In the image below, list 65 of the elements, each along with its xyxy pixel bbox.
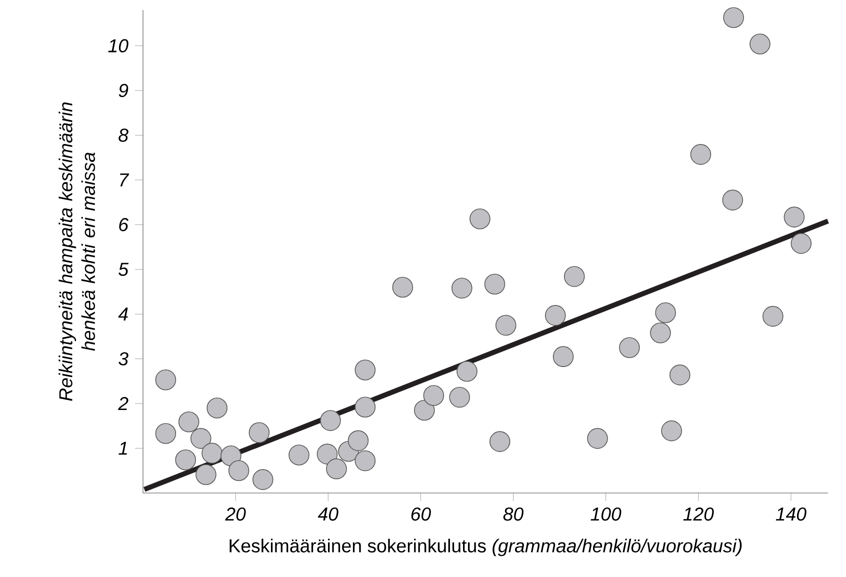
point <box>484 274 506 295</box>
point <box>790 233 812 254</box>
point <box>762 306 784 327</box>
point <box>348 430 369 452</box>
point <box>723 7 744 28</box>
y-tick-label: 9 <box>118 84 128 98</box>
y-tick-label: 1 <box>118 442 127 455</box>
point <box>206 398 228 418</box>
x-tick-label: 100 <box>590 507 622 521</box>
point <box>320 410 341 431</box>
point <box>650 322 671 344</box>
point <box>655 302 676 324</box>
x-tick-label: 20 <box>225 507 246 521</box>
y-tick-label: 3 <box>118 352 128 366</box>
y-tick-label: 2 <box>118 397 128 410</box>
x-tick-label: 120 <box>683 507 714 521</box>
point <box>252 469 274 490</box>
point <box>155 369 176 390</box>
point <box>354 360 376 380</box>
point <box>220 445 242 466</box>
point <box>248 422 270 444</box>
point <box>456 360 478 382</box>
point <box>288 444 310 466</box>
point <box>470 208 490 230</box>
point <box>175 449 196 470</box>
point <box>587 428 608 449</box>
point <box>690 144 712 165</box>
x-tick-label: 60 <box>411 507 431 521</box>
point <box>449 386 470 408</box>
point <box>326 458 347 480</box>
point <box>354 450 376 472</box>
y-tick-label: 4 <box>118 308 128 321</box>
point <box>228 460 250 482</box>
point <box>178 411 200 432</box>
y-tick-label: 8 <box>118 128 128 142</box>
x-tick-label: 140 <box>776 507 806 521</box>
point <box>495 314 516 336</box>
point <box>354 396 376 418</box>
point <box>451 278 472 299</box>
x-tick-label: 40 <box>318 507 338 521</box>
point <box>619 337 640 358</box>
y-tick-label: 7 <box>120 174 130 186</box>
y-tick-label: 10 <box>108 39 128 52</box>
point <box>552 346 574 367</box>
x-axis-title: Keskimääräinen sokerinkulutus (grammaa/henkilö/vuorokausi) <box>230 538 742 556</box>
point <box>784 206 805 228</box>
point <box>196 464 216 486</box>
point <box>489 431 510 452</box>
point <box>564 266 585 287</box>
point <box>722 190 744 210</box>
point <box>316 444 338 464</box>
point <box>750 34 770 54</box>
point <box>661 420 682 442</box>
y-tick-label: 5 <box>118 262 129 276</box>
point <box>414 400 435 421</box>
point <box>392 276 414 298</box>
point <box>155 423 176 444</box>
point <box>423 385 444 406</box>
y-axis-title: Reikiintyneitä hampaita keskimäärin henkeä kohti eri maissa <box>58 102 96 401</box>
point <box>669 364 690 386</box>
point <box>202 442 222 464</box>
point <box>544 305 566 326</box>
x-tick-label: 80 <box>503 507 524 521</box>
y-tick-label: 6 <box>119 218 129 232</box>
point <box>190 428 212 449</box>
